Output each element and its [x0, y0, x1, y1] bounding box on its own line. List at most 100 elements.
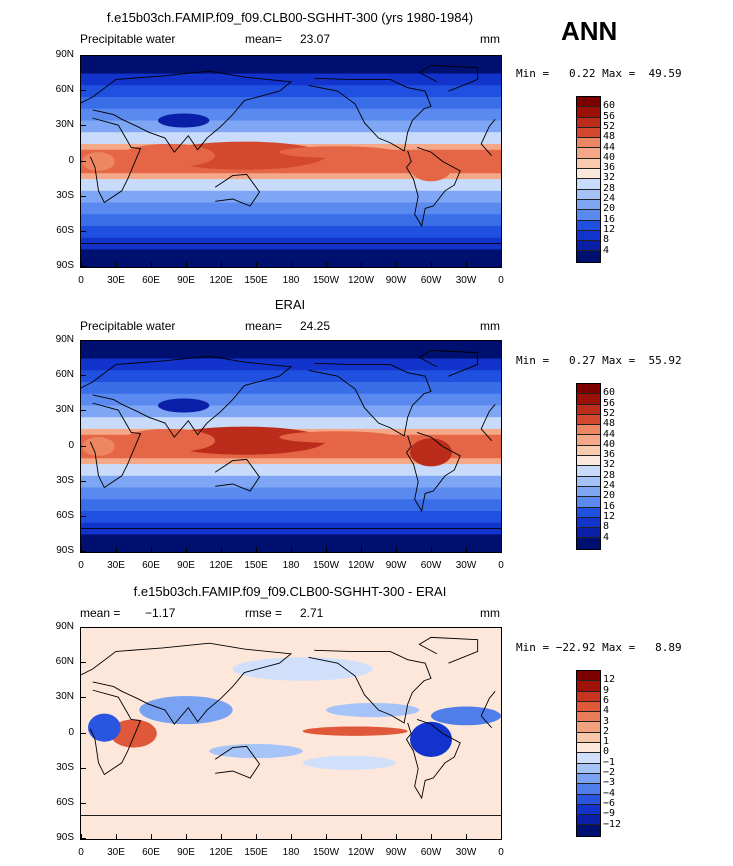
field-band — [81, 341, 501, 348]
colorbar-swatch — [577, 179, 600, 190]
field-band — [81, 516, 501, 524]
lon-tick-mark — [81, 547, 82, 552]
lon-tick-label: 120W — [347, 560, 375, 571]
lat-tick-mark — [81, 627, 86, 628]
field-feature — [82, 152, 115, 171]
colorbar-tick-label: 40 — [603, 438, 616, 450]
field-band — [81, 61, 501, 69]
field-feature — [110, 719, 157, 748]
mean-value-obs: 24.25 — [300, 319, 331, 333]
lat-tick-label: 90N — [55, 334, 74, 345]
colorbar-swatch — [577, 466, 600, 477]
lat-tick-label: 0 — [68, 726, 74, 738]
field-band — [81, 370, 501, 377]
lat-tick-mark — [81, 340, 86, 341]
lat-tick-label: 90S — [56, 545, 74, 556]
coastline — [480, 404, 496, 441]
colorbar-swatch — [577, 712, 600, 723]
colorbar-tick-label: 24 — [603, 193, 616, 204]
field-band — [81, 499, 501, 506]
field-band — [81, 469, 501, 477]
rmse-label-diff: rmse = — [245, 606, 283, 620]
units-model: mm — [480, 32, 500, 46]
coastline — [480, 691, 496, 728]
colorbar-swatch — [577, 414, 600, 426]
map-obs-field — [81, 341, 501, 552]
field-band — [81, 481, 501, 489]
field-band — [81, 97, 501, 104]
lat-tick-mark — [81, 125, 86, 127]
colorbar-swatch — [577, 497, 600, 508]
lat-tick-label: 90S — [56, 260, 74, 271]
lon-tick-label: 60W — [420, 560, 442, 571]
field-band — [81, 237, 501, 245]
lon-tick-label: 90E — [177, 560, 195, 571]
colorbar-swatch — [577, 517, 600, 529]
field-band — [81, 56, 501, 63]
colorbar-swatch — [577, 230, 600, 242]
lon-tick-mark — [361, 834, 362, 839]
field-band — [81, 220, 501, 227]
minmax-model: Min = 0.22 Max = 49.59 — [516, 67, 682, 80]
map-diff — [80, 627, 502, 840]
lat-tick-mark — [81, 480, 86, 482]
colorbar-diff — [576, 670, 601, 837]
lon-tick-mark — [361, 547, 362, 552]
field-feature — [410, 721, 452, 757]
field-band — [81, 411, 501, 418]
field-band — [81, 179, 501, 186]
lon-tick-label: 60E — [142, 275, 160, 286]
field-band — [81, 376, 501, 383]
colorbar-swatch — [577, 117, 600, 128]
lon-tick-label: 150W — [312, 275, 340, 286]
colorbar-tick-label: 44 — [603, 428, 616, 440]
field-band — [81, 231, 501, 239]
mean-value-model: 23.07 — [300, 32, 331, 46]
field-band — [81, 405, 501, 412]
lon-tick-label: 90E — [177, 847, 195, 858]
lon-tick-label: 30E — [107, 275, 125, 286]
lat-tick-mark — [81, 551, 86, 552]
colorbar-tick-label: 8 — [603, 234, 610, 246]
field-band — [81, 173, 501, 180]
field-band — [81, 114, 501, 121]
field-band — [81, 510, 501, 518]
colorbar-tick-label: 24 — [603, 480, 616, 491]
coastline — [418, 349, 479, 377]
colorbar-swatch — [577, 825, 600, 836]
field-band — [81, 208, 501, 215]
colorbar-tick-label: 32 — [603, 459, 616, 471]
field-feature — [410, 438, 452, 467]
colorbar-swatch — [577, 784, 600, 795]
lon-tick-mark — [431, 547, 432, 552]
lon-tick-label: 30W — [455, 560, 477, 571]
lon-tick-mark — [256, 262, 257, 267]
lat-tick-label: 30N — [55, 119, 74, 131]
lat-tick-mark — [81, 515, 86, 517]
panel-title-diff: f.e15b03ch.FAMIP.f09_f09.CLB00-SGHHT-300… — [133, 584, 447, 599]
field-feature — [232, 657, 373, 681]
colorbar-swatch — [577, 671, 600, 682]
colorbar-swatch — [577, 701, 600, 713]
panel-title-obs: ERAI — [274, 297, 306, 312]
coastline — [81, 642, 293, 725]
coastline — [405, 432, 461, 513]
lon-tick-mark — [186, 262, 187, 267]
map-model-field — [81, 56, 501, 267]
field-feature — [410, 153, 452, 182]
field-band — [81, 202, 501, 209]
colorbar-tick-label: 9 — [603, 684, 610, 696]
panel-variable-model: Precipitable water — [80, 32, 176, 46]
colorbar-swatch — [577, 97, 600, 108]
lon-tick-mark — [326, 262, 327, 267]
lon-tick-mark — [396, 834, 397, 839]
lon-tick-mark — [326, 834, 327, 839]
colorbar-swatch — [577, 486, 600, 498]
lat-tick-label: 30S — [56, 761, 74, 773]
colorbar-tick-label: −2 — [603, 767, 616, 778]
lon-tick-label: 180 — [282, 560, 300, 571]
colorbar-swatch — [577, 445, 600, 457]
lon-tick-label: 120W — [347, 847, 375, 858]
coastline — [308, 362, 432, 437]
colorbar-tick-label: 52 — [603, 407, 616, 419]
